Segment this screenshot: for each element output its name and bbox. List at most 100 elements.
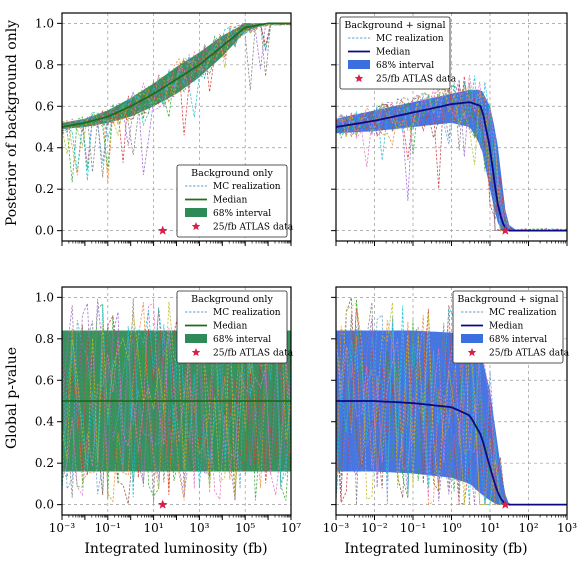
legend-entry-label: Median bbox=[213, 322, 248, 332]
x-tick-label: 10⁷ bbox=[281, 521, 301, 535]
legend-box bbox=[339, 16, 451, 90]
x-tick-label: 10³ bbox=[557, 521, 577, 535]
legend-entry-label: 25/fb ATLAS data bbox=[213, 349, 294, 359]
atlas-data-star bbox=[500, 499, 511, 509]
legend-entry-label: 25/fb ATLAS data bbox=[489, 349, 570, 359]
y-tick-label: 0.4 bbox=[35, 141, 54, 155]
legend-title: Background only bbox=[191, 294, 273, 305]
mc-realization-line bbox=[62, 302, 291, 505]
mc-realization-line bbox=[336, 83, 567, 232]
legend-handle-star bbox=[191, 348, 201, 357]
atlas-data-star bbox=[158, 225, 168, 235]
median-line bbox=[336, 400, 567, 506]
y-tick-label: 0.6 bbox=[35, 373, 54, 387]
y-tick-label: 1.0 bbox=[35, 16, 54, 30]
y-tick-label: 0.2 bbox=[35, 182, 54, 196]
atlas-data-star bbox=[158, 499, 168, 509]
x-tick-label: 10³ bbox=[189, 521, 209, 535]
mc-realization-line bbox=[62, 298, 291, 503]
legend-entry-label: Median bbox=[376, 48, 411, 58]
legend-entry-label: Median bbox=[213, 196, 248, 206]
plot-area bbox=[336, 75, 567, 232]
legend: Background + signal MC realization Median 6… bbox=[452, 290, 570, 364]
legend-entry-label: MC realization bbox=[213, 182, 281, 192]
legend-title: Background only bbox=[191, 168, 273, 179]
legend-entry-label: 25/fb ATLAS data bbox=[376, 75, 457, 85]
legend-entry-label: MC realization bbox=[213, 308, 281, 318]
mc-realization-line bbox=[62, 302, 291, 503]
x-tick-label: 10⁻³ bbox=[49, 521, 76, 535]
legend: Background only MC realization Median 68% i… bbox=[176, 290, 294, 364]
mc-realization-line bbox=[62, 22, 291, 130]
mc-realization-line bbox=[62, 302, 291, 501]
mc-realization-line bbox=[336, 318, 567, 505]
legend: Background + signal MC realization Median 6… bbox=[339, 16, 457, 90]
atlas-data-star bbox=[500, 225, 511, 235]
mc-realization-line bbox=[336, 82, 567, 232]
legend-entry-label: 68% interval bbox=[489, 335, 547, 345]
mc-realization-line bbox=[62, 298, 291, 501]
band-68-interval bbox=[336, 89, 567, 231]
x-tick-label: 10⁻¹ bbox=[400, 521, 426, 535]
xlabel-bottom-right: Integrated luminosity (fb) bbox=[344, 541, 527, 557]
y-tick-label: 0.8 bbox=[35, 332, 54, 346]
legend-handle-star bbox=[191, 222, 201, 231]
panel-bottom-left: 0.0 0.2 0.4 0.6 0.8 1.0 10⁻³ 10⁻¹ 10¹ 10³ 10⁵ 10⁷ Ba… bbox=[35, 286, 301, 535]
legend-handle-band bbox=[185, 208, 207, 217]
x-tick-label: 10⁻¹ bbox=[95, 521, 121, 535]
median-line bbox=[336, 101, 567, 232]
legend-entry-label: Median bbox=[489, 322, 524, 332]
plot-area bbox=[62, 298, 291, 505]
legend-entry-label: 68% interval bbox=[213, 335, 271, 345]
mc-realization-line bbox=[62, 22, 291, 183]
panel-bottom-right: 10⁻³ 10⁻² 10⁻¹ 10⁰ 10¹ 10² 10³ Background + sig… bbox=[323, 286, 577, 535]
mc-realization-line bbox=[62, 22, 291, 163]
x-tick-label: 10⁻² bbox=[361, 521, 388, 535]
panel-top-left: 0.0 0.2 0.4 0.6 0.8 1.0 Background only MC real… bbox=[35, 12, 294, 246]
median-line bbox=[62, 22, 291, 128]
ylabel-bottom: Global p-value bbox=[4, 347, 20, 449]
legend-entry-label: 68% interval bbox=[376, 61, 434, 71]
plot-area bbox=[336, 297, 567, 506]
legend-handle-star bbox=[467, 348, 477, 357]
y-tick-label: 0.6 bbox=[35, 99, 54, 113]
y-tick-label: 0.0 bbox=[35, 224, 54, 238]
mc-realization-line bbox=[336, 302, 567, 505]
legend-title: Background + signal bbox=[344, 20, 445, 31]
xlabel-bottom-left: Integrated luminosity (fb) bbox=[84, 541, 267, 557]
legend-handle-band bbox=[348, 60, 370, 69]
x-tick-label: 10⁻³ bbox=[323, 521, 350, 535]
plot-area bbox=[62, 22, 291, 184]
legend-handle-star bbox=[354, 74, 364, 83]
legend-entry-label: MC realization bbox=[376, 34, 444, 44]
ylabel-top: Posterior of background only bbox=[4, 20, 20, 226]
legend-title: Background + signal bbox=[457, 294, 558, 305]
x-tick-label: 10⁰ bbox=[441, 521, 461, 535]
legend-entry-label: MC realization bbox=[489, 308, 557, 318]
mc-realization-line bbox=[336, 83, 567, 232]
mc-realization-line bbox=[336, 94, 567, 232]
legend-box bbox=[176, 290, 288, 364]
legend-box bbox=[176, 164, 288, 238]
legend-box bbox=[452, 290, 564, 364]
mc-realization-line bbox=[62, 22, 291, 178]
y-tick-label: 0.8 bbox=[35, 58, 54, 72]
y-tick-label: 0.4 bbox=[35, 415, 54, 429]
legend: Background only MC realization Median 68% i… bbox=[176, 164, 294, 238]
mc-realization-line bbox=[62, 23, 291, 176]
y-tick-label: 0.2 bbox=[35, 456, 54, 470]
legend-handle-band bbox=[185, 334, 207, 343]
legend-entry-label: 68% interval bbox=[213, 209, 271, 219]
y-tick-label: 1.0 bbox=[35, 290, 54, 304]
x-tick-label: 10¹ bbox=[480, 521, 500, 535]
mc-realization-line bbox=[62, 23, 291, 181]
x-tick-label: 10¹ bbox=[144, 521, 164, 535]
y-tick-label: 0.0 bbox=[35, 498, 54, 512]
panel-top-right: Background + signal MC realization Median 6… bbox=[331, 12, 568, 246]
legend-entry-label: 25/fb ATLAS data bbox=[213, 223, 294, 233]
x-tick-label: 10⁵ bbox=[235, 521, 255, 535]
x-tick-label: 10² bbox=[518, 521, 538, 535]
mc-realization-line bbox=[62, 22, 291, 184]
mc-realization-line bbox=[62, 23, 291, 165]
